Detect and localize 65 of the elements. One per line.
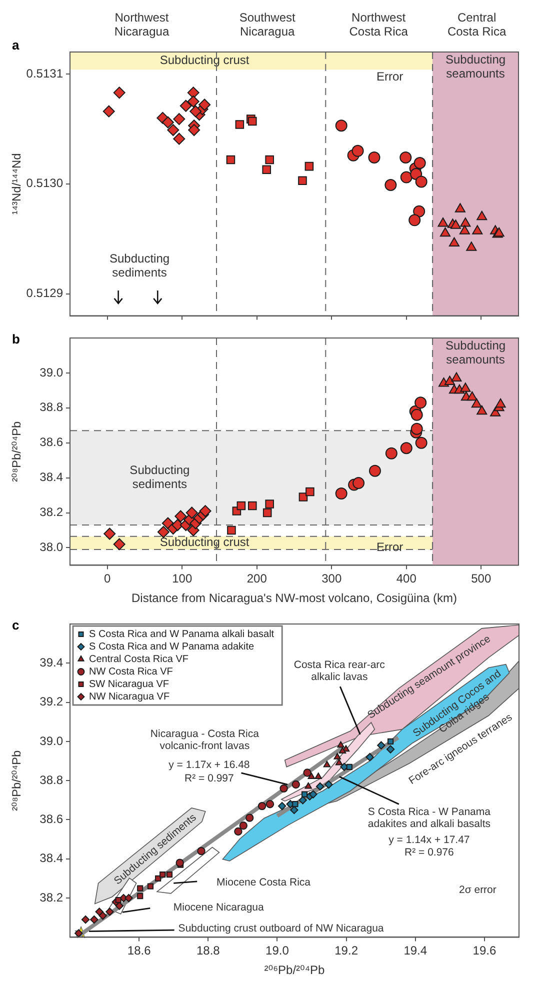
x-tick-label: 19.6 xyxy=(472,944,496,958)
y-tick-label: 39.4 xyxy=(40,655,64,670)
y-axis-title: ²⁰⁸Pb/²⁰⁴Pb xyxy=(10,421,24,482)
y-tick-label: 38.8 xyxy=(40,772,64,787)
annotation: Nicaragua - Costa Rica volcanic-front lavas xyxy=(150,728,260,752)
annotation: Error xyxy=(376,540,404,554)
band-label: Subducting crust xyxy=(160,535,250,550)
y-tick-label: 38.6 xyxy=(40,435,64,450)
x-tick-label: 100 xyxy=(172,572,192,586)
band-label: Subducting seamounts xyxy=(445,52,506,80)
x-axis-title: ²⁰⁶Pb/²⁰⁴Pb xyxy=(264,963,326,978)
chart-title: c xyxy=(12,618,20,633)
annotation: y = 1.17x + 16.48 xyxy=(168,758,250,771)
y-tick-label: 38.8 xyxy=(40,400,64,414)
chart-title: a xyxy=(12,38,20,53)
legend-label: NW Nicaragua VF xyxy=(89,692,170,702)
legend-label: S Costa Rica and W Panama alkali basalt xyxy=(89,629,274,640)
annotation: y = 1.14x + 17.47 xyxy=(388,834,470,846)
x-tick-label: 300 xyxy=(322,572,342,586)
annotation: Miocene Nicaragua xyxy=(173,902,264,914)
x-tick-label: 19.2 xyxy=(334,944,358,958)
y-tick-label: 38.4 xyxy=(40,851,64,866)
text: Northwest Costa Rica xyxy=(349,10,408,38)
annotation: 2σ error xyxy=(458,884,497,896)
y-tick-label: 0.5131 xyxy=(26,66,64,80)
annotation: Error xyxy=(376,70,404,84)
annotation: Subducting sediments xyxy=(109,252,170,280)
x-tick-label: 18.8 xyxy=(196,944,220,958)
y-tick-label: 39.0 xyxy=(40,365,64,380)
y-tick-label: 38.4 xyxy=(40,470,64,484)
x-tick-label: 19.0 xyxy=(266,944,290,958)
x-tick-label: 200 xyxy=(246,572,268,586)
y-axis-title: ¹⁴³Nd/¹⁴⁴Nd xyxy=(10,153,24,215)
band-label: Subducting crust xyxy=(160,53,250,68)
annotation: Costa Rica rear-arc alkalic lavas xyxy=(294,658,385,683)
y-tick-label: 38.2 xyxy=(40,505,64,520)
band-label: Subducting seamounts xyxy=(445,338,506,366)
x-tick-label: 18.6 xyxy=(127,944,152,958)
text: Central Costa Rica xyxy=(447,10,506,38)
annotation: R² = 0.976 xyxy=(404,846,454,859)
text: Southwest Nicaragua xyxy=(239,10,296,38)
legend-label: SW Nicaragua VF xyxy=(89,679,170,690)
legend-label: Central Costa Rica VF xyxy=(89,654,188,665)
y-tick-label: 38.0 xyxy=(40,540,64,554)
legend-label: NW Costa Rica VF xyxy=(89,666,173,678)
y-tick-label: 39.0 xyxy=(40,734,64,748)
y-tick-label: 0.5129 xyxy=(26,286,64,300)
y-tick-label: 39.2 xyxy=(40,694,64,709)
annotation: S Costa Rica - W Panama adakites and alkali basalts xyxy=(368,806,491,830)
annotation: Miocene Costa Rica xyxy=(216,876,311,888)
text: Northwest Nicaragua xyxy=(114,10,170,38)
y-tick-label: 38.2 xyxy=(40,890,64,904)
y-tick-label: 0.5130 xyxy=(26,176,64,190)
band-label: Subducting sediments xyxy=(130,463,190,492)
x-axis-title: Distance from Nicaragua's NW-most volcano, Cosigüina (km) xyxy=(131,591,458,606)
annotation: Subducting crust outboard of NW Nicaragua xyxy=(178,922,384,934)
y-tick-label: 38.6 xyxy=(40,812,64,826)
annotation: R² = 0.997 xyxy=(184,772,234,785)
x-tick-label: 400 xyxy=(396,572,417,586)
x-tick-label: 500 xyxy=(471,572,492,586)
chart-title: b xyxy=(12,332,20,347)
y-axis-title: ²⁰⁸Pb/²⁰⁴Pb xyxy=(10,750,24,811)
x-tick-label: 0 xyxy=(104,572,112,586)
x-tick-label: 19.4 xyxy=(404,944,428,958)
legend-label: S Costa Rica and W Panama adakite xyxy=(89,642,255,652)
